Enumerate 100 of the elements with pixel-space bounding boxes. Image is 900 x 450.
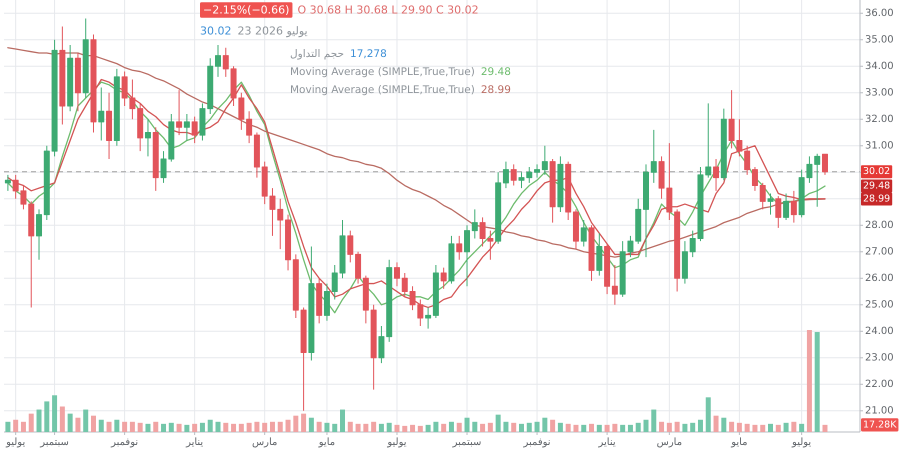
annotation: Moving Average (SIMPLE,True,True): [290, 84, 475, 96]
bar: [5, 422, 10, 432]
candlestick: [697, 166, 704, 242]
bar: [674, 422, 680, 432]
candlestick: [448, 235, 454, 284]
bar: [612, 424, 618, 432]
candlestick: [643, 164, 649, 258]
annotation: Moving Average (SIMPLE,True,True): [290, 66, 475, 78]
bar: [596, 424, 602, 432]
bar: [371, 422, 376, 432]
bar: [293, 416, 298, 432]
candlestick: [168, 113, 174, 162]
candlestick: [502, 161, 509, 189]
candlestick: [783, 192, 790, 220]
bar: [363, 424, 368, 432]
candlestick: [440, 267, 447, 290]
bar: [534, 422, 540, 432]
x-tick-label: يوليو: [386, 437, 407, 448]
candlestick: [658, 156, 665, 200]
bar: [130, 422, 135, 432]
candlestick: [650, 129, 657, 184]
annotation: 23 2026 يوليو: [238, 24, 308, 38]
bar: [402, 426, 408, 432]
x-tick-label: سبتمبر: [452, 437, 482, 448]
bar: [192, 424, 198, 432]
bar: [511, 422, 516, 432]
candlestick: [495, 172, 502, 244]
candlestick: [822, 154, 828, 176]
bar: [776, 424, 781, 432]
y-tick-label: 31.00: [865, 140, 894, 152]
bar: [153, 422, 158, 432]
candlestick: [215, 44, 221, 78]
candlestick: [620, 240, 626, 298]
bar: [488, 422, 493, 432]
candlestick: [713, 158, 720, 192]
bar: [270, 422, 275, 432]
candlestick: [542, 145, 548, 176]
candlestick: [580, 219, 587, 247]
bar: [28, 414, 34, 432]
candlestick: [596, 232, 602, 276]
candlestick: [612, 264, 618, 306]
bar: [690, 422, 696, 432]
candlestick: [90, 34, 96, 134]
bar: [176, 424, 182, 432]
bar: [13, 420, 18, 432]
x-tick-label: نوفمبر: [110, 437, 138, 448]
bar: [426, 424, 431, 432]
candlestick: [604, 243, 610, 295]
bar: [223, 422, 228, 432]
candlestick: [728, 90, 735, 149]
bar: [799, 424, 804, 432]
x-tick-label: يناير: [185, 437, 204, 448]
candlestick: [308, 246, 314, 361]
candlestick: [192, 116, 198, 144]
y-tick-label: 32.00: [865, 114, 894, 125]
candlestick: [487, 230, 494, 260]
text: 17.28K: [863, 419, 898, 430]
bar: [714, 416, 719, 432]
bar: [200, 422, 205, 432]
candlestick: [316, 278, 322, 324]
bar: [324, 422, 330, 432]
y-tick-label: 23.00: [865, 352, 894, 364]
x-tick-label: مايو: [730, 437, 748, 448]
candlestick: [572, 208, 579, 250]
x-tick-label: يوليو: [5, 437, 26, 448]
candlestick: [340, 219, 346, 279]
annotation: 28.99: [480, 84, 511, 96]
candlestick: [480, 216, 486, 247]
bar: [806, 330, 812, 432]
bar: [659, 422, 664, 432]
candlestick: [456, 235, 462, 260]
y-tick-label: 35.00: [865, 34, 894, 46]
y-tick-label: 24.00: [865, 326, 894, 337]
annotation: O 30.68 H 30.68 L 29.90 C 30.02: [297, 4, 479, 16]
bar: [68, 414, 73, 432]
bar: [286, 420, 291, 432]
bar: [90, 416, 96, 432]
candlestick: [550, 158, 556, 224]
bar: [729, 422, 734, 432]
annotation: 17,278: [350, 48, 387, 60]
bar: [768, 424, 774, 432]
x-tick-label: مارس: [252, 437, 278, 448]
candlestick: [417, 298, 424, 326]
bar: [682, 424, 688, 432]
candlestick: [269, 188, 276, 236]
candlestick: [565, 161, 572, 220]
bar: [566, 424, 571, 432]
candlestick: [790, 190, 797, 224]
bar: [410, 424, 416, 432]
bar: [52, 395, 58, 432]
bar: [666, 422, 672, 432]
candlestick: [432, 264, 439, 319]
bar: [651, 410, 656, 432]
y-tick-label: 25.00: [865, 299, 894, 310]
bar: [246, 422, 252, 432]
bar: [75, 418, 80, 432]
bar: [706, 397, 711, 432]
candlestick: [36, 208, 42, 260]
bar: [581, 424, 586, 432]
candlestick: [464, 224, 470, 287]
